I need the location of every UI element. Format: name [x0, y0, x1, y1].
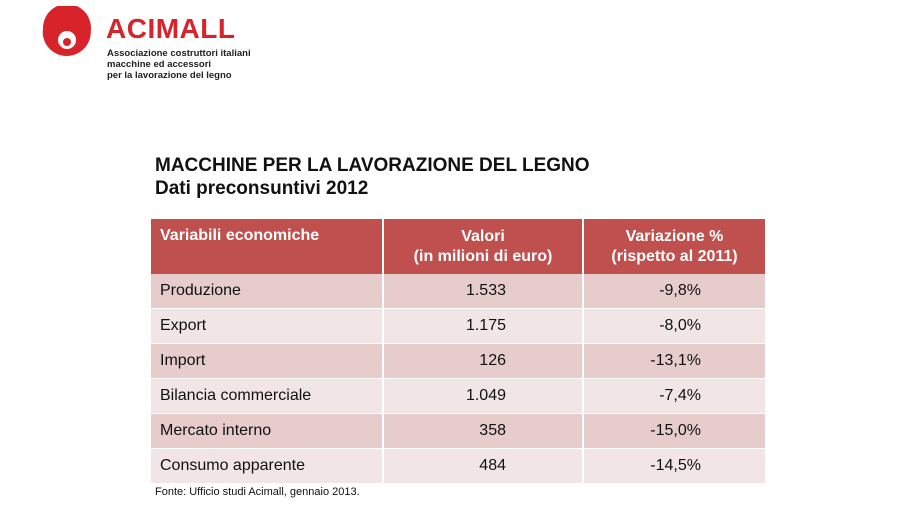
brand-subtitle-line: macchine ed accessori	[107, 59, 212, 70]
header-variables: Variabili economiche	[151, 219, 384, 274]
economic-data-table: Variabili economiche Valori (in milioni …	[151, 219, 765, 484]
row-value: 1.049	[383, 378, 584, 414]
row-value: 1.533	[383, 274, 584, 309]
row-label: Bilancia commerciale	[151, 378, 384, 414]
table-header-row: Variabili economiche Valori (in milioni …	[151, 219, 765, 274]
row-label: Produzione	[151, 274, 384, 309]
table-row: Consumo apparente 484 -14,5%	[151, 448, 765, 484]
row-value: 1.175	[383, 308, 584, 344]
row-value: 484	[383, 448, 584, 484]
table-row: Mercato interno 358 -15,0%	[151, 413, 765, 449]
table-row: Produzione 1.533 -9,8%	[151, 274, 765, 309]
slide-title-line2: Dati preconsuntivi 2012	[155, 178, 369, 199]
row-label: Export	[151, 308, 384, 344]
header-change-line2: (rispetto al 2011)	[611, 248, 738, 265]
header-values-line1: Valori	[461, 228, 505, 245]
acimall-logo: ACIMALL Associazione costruttori italian…	[38, 6, 298, 86]
row-change: -13,1%	[583, 343, 765, 379]
brand-name: ACIMALL	[106, 13, 236, 44]
header-values-line2: (in milioni di euro)	[413, 248, 553, 265]
source-note: Fonte: Ufficio studi Acimall, gennaio 20…	[155, 486, 360, 498]
row-label: Mercato interno	[151, 413, 384, 449]
header-values: Valori (in milioni di euro)	[383, 219, 584, 274]
row-change: -8,0%	[583, 308, 765, 344]
brand-subtitle-line: per la lavorazione del legno	[107, 70, 232, 81]
slide-title: MACCHINE PER LA LAVORAZIONE DEL LEGNO Da…	[155, 154, 590, 200]
row-change: -14,5%	[583, 448, 765, 484]
row-label: Consumo apparente	[151, 448, 384, 484]
row-value: 358	[383, 413, 584, 449]
row-change: -9,8%	[583, 274, 765, 309]
header-change: Variazione % (rispetto al 2011)	[583, 219, 765, 274]
brand-subtitle: Associazione costruttori italiani macchi…	[107, 48, 251, 81]
slide-title-line1: MACCHINE PER LA LAVORAZIONE DEL LEGNO	[155, 155, 590, 176]
acimall-logo-icon	[42, 6, 91, 56]
row-change: -15,0%	[583, 413, 765, 449]
header-change-line1: Variazione %	[625, 228, 724, 245]
row-label: Import	[151, 343, 384, 379]
table-row: Export 1.175 -8,0%	[151, 308, 765, 344]
row-change: -7,4%	[583, 378, 765, 414]
brand-subtitle-line: Associazione costruttori italiani	[107, 48, 251, 59]
row-value: 126	[383, 343, 584, 379]
table-row: Bilancia commerciale 1.049 -7,4%	[151, 378, 765, 414]
table-row: Import 126 -13,1%	[151, 343, 765, 379]
